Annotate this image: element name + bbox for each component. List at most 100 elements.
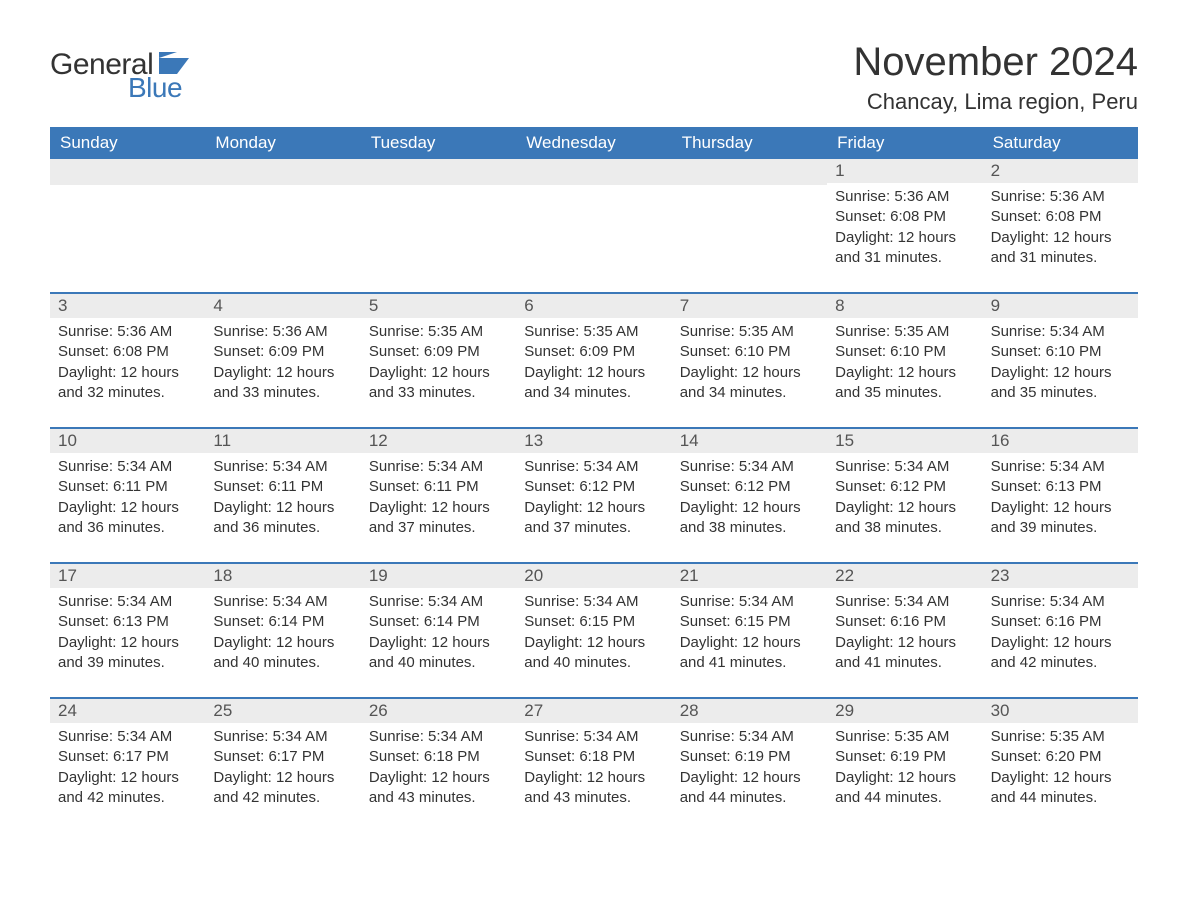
sunrise-line: Sunrise: 5:36 AM xyxy=(991,187,1130,207)
calendar: SundayMondayTuesdayWednesdayThursdayFrid… xyxy=(50,127,1138,814)
sunrise-line: Sunrise: 5:34 AM xyxy=(213,457,352,477)
daylight-line: Daylight: 12 hours and 35 minutes. xyxy=(991,363,1130,404)
sunset-line: Sunset: 6:18 PM xyxy=(524,747,663,767)
day-number: 10 xyxy=(50,429,205,453)
sunrise-line: Sunrise: 5:34 AM xyxy=(680,727,819,747)
week-row: 17Sunrise: 5:34 AMSunset: 6:13 PMDayligh… xyxy=(50,562,1138,679)
day-number: 14 xyxy=(672,429,827,453)
day-cell: 2Sunrise: 5:36 AMSunset: 6:08 PMDaylight… xyxy=(983,159,1138,274)
weekday-sunday: Sunday xyxy=(50,127,205,159)
day-details: Sunrise: 5:36 AMSunset: 6:08 PMDaylight:… xyxy=(50,318,205,409)
day-cell: 25Sunrise: 5:34 AMSunset: 6:17 PMDayligh… xyxy=(205,699,360,814)
sunrise-line: Sunrise: 5:34 AM xyxy=(213,727,352,747)
sunset-line: Sunset: 6:11 PM xyxy=(58,477,197,497)
daylight-line: Daylight: 12 hours and 38 minutes. xyxy=(835,498,974,539)
sunrise-line: Sunrise: 5:34 AM xyxy=(58,727,197,747)
day-cell: 28 Sunrise: 5:34 AMSunset: 6:19 PMDayligh… xyxy=(672,699,827,814)
sunrise-line: Sunrise: 5:34 AM xyxy=(835,457,974,477)
day-cell: 19Sunrise: 5:34 AMSunset: 6:14 PMDayligh… xyxy=(361,564,516,679)
day-number: 20 xyxy=(516,564,671,588)
daylight-line: Daylight: 12 hours and 42 minutes. xyxy=(213,768,352,809)
daylight-line: Daylight: 12 hours and 34 minutes. xyxy=(524,363,663,404)
day-cell: 20Sunrise: 5:34 AMSunset: 6:15 PMDayligh… xyxy=(516,564,671,679)
daylight-line: Daylight: 12 hours and 32 minutes. xyxy=(58,363,197,404)
brand-logo: General Blue xyxy=(50,48,193,104)
day-number: 27 xyxy=(516,699,671,723)
empty-day-number xyxy=(50,159,205,185)
weeks-container: 1Sunrise: 5:36 AMSunset: 6:08 PMDaylight… xyxy=(50,159,1138,814)
sunset-line: Sunset: 6:17 PM xyxy=(58,747,197,767)
day-number: 6 xyxy=(516,294,671,318)
sunset-line: Sunset: 6:09 PM xyxy=(524,342,663,362)
day-details: Sunrise: 5:35 AMSunset: 6:09 PMDaylight:… xyxy=(516,318,671,409)
day-number: 7 xyxy=(672,294,827,318)
daylight-line: Daylight: 12 hours and 31 minutes. xyxy=(835,228,974,269)
day-details: Sunrise: 5:34 AMSunset: 6:15 PMDaylight:… xyxy=(672,588,827,679)
day-cell: 27Sunrise: 5:34 AMSunset: 6:18 PMDayligh… xyxy=(516,699,671,814)
day-details: Sunrise: 5:34 AMSunset: 6:16 PMDaylight:… xyxy=(983,588,1138,679)
empty-cell xyxy=(361,159,516,274)
daylight-line: Daylight: 12 hours and 41 minutes. xyxy=(835,633,974,674)
sunrise-line: Sunrise: 5:34 AM xyxy=(369,592,508,612)
weekday-wednesday: Wednesday xyxy=(516,127,671,159)
day-number: 25 xyxy=(205,699,360,723)
day-number: 5 xyxy=(361,294,516,318)
sunrise-line: Sunrise: 5:36 AM xyxy=(213,322,352,342)
day-details: Sunrise: 5:34 AMSunset: 6:18 PMDaylight:… xyxy=(516,723,671,814)
day-cell: 9Sunrise: 5:34 AMSunset: 6:10 PMDaylight… xyxy=(983,294,1138,409)
sunrise-line: Sunrise: 5:34 AM xyxy=(991,457,1130,477)
sunrise-line: Sunrise: 5:34 AM xyxy=(835,592,974,612)
sunset-line: Sunset: 6:12 PM xyxy=(835,477,974,497)
daylight-line: Daylight: 12 hours and 44 minutes. xyxy=(991,768,1130,809)
day-cell: 14Sunrise: 5:34 AMSunset: 6:12 PMDayligh… xyxy=(672,429,827,544)
weekday-tuesday: Tuesday xyxy=(361,127,516,159)
daylight-line: Daylight: 12 hours and 44 minutes. xyxy=(680,768,819,809)
empty-day-number xyxy=(361,159,516,185)
sunset-line: Sunset: 6:08 PM xyxy=(835,207,974,227)
sunset-line: Sunset: 6:08 PM xyxy=(991,207,1130,227)
day-number: 22 xyxy=(827,564,982,588)
sunset-line: Sunset: 6:20 PM xyxy=(991,747,1130,767)
day-details: Sunrise: 5:34 AMSunset: 6:14 PMDaylight:… xyxy=(361,588,516,679)
sunrise-line: Sunrise: 5:34 AM xyxy=(680,592,819,612)
sunset-line: Sunset: 6:16 PM xyxy=(991,612,1130,632)
sunrise-line: Sunrise: 5:35 AM xyxy=(680,322,819,342)
day-number: 4 xyxy=(205,294,360,318)
day-number: 2 xyxy=(983,159,1138,183)
day-cell: 8Sunrise: 5:35 AMSunset: 6:10 PMDaylight… xyxy=(827,294,982,409)
day-details: Sunrise: 5:34 AMSunset: 6:11 PMDaylight:… xyxy=(205,453,360,544)
sunrise-line: Sunrise: 5:34 AM xyxy=(369,457,508,477)
day-details: Sunrise: 5:34 AMSunset: 6:15 PMDaylight:… xyxy=(516,588,671,679)
empty-day-number xyxy=(516,159,671,185)
sunset-line: Sunset: 6:15 PM xyxy=(680,612,819,632)
sunset-line: Sunset: 6:11 PM xyxy=(213,477,352,497)
sunrise-line: Sunrise: 5:36 AM xyxy=(58,322,197,342)
daylight-line: Daylight: 12 hours and 44 minutes. xyxy=(835,768,974,809)
day-number: 11 xyxy=(205,429,360,453)
day-details: Sunrise: 5:36 AMSunset: 6:08 PMDaylight:… xyxy=(827,183,982,274)
day-details: Sunrise: 5:34 AMSunset: 6:18 PMDaylight:… xyxy=(361,723,516,814)
sunset-line: Sunset: 6:12 PM xyxy=(524,477,663,497)
weekday-header-row: SundayMondayTuesdayWednesdayThursdayFrid… xyxy=(50,127,1138,159)
day-number: 28 xyxy=(672,699,827,723)
day-details: Sunrise: 5:34 AMSunset: 6:11 PMDaylight:… xyxy=(361,453,516,544)
day-cell: 3Sunrise: 5:36 AMSunset: 6:08 PMDaylight… xyxy=(50,294,205,409)
day-details: Sunrise: 5:34 AMSunset: 6:17 PMDaylight:… xyxy=(205,723,360,814)
day-cell: 15Sunrise: 5:34 AMSunset: 6:12 PMDayligh… xyxy=(827,429,982,544)
sunrise-line: Sunrise: 5:35 AM xyxy=(835,727,974,747)
brand-part2: Blue xyxy=(128,72,182,104)
day-details: Sunrise: 5:34 AMSunset: 6:17 PMDaylight:… xyxy=(50,723,205,814)
daylight-line: Daylight: 12 hours and 38 minutes. xyxy=(680,498,819,539)
week-row: 1Sunrise: 5:36 AMSunset: 6:08 PMDaylight… xyxy=(50,159,1138,274)
sunset-line: Sunset: 6:14 PM xyxy=(369,612,508,632)
daylight-line: Daylight: 12 hours and 35 minutes. xyxy=(835,363,974,404)
daylight-line: Daylight: 12 hours and 42 minutes. xyxy=(58,768,197,809)
sunrise-line: Sunrise: 5:34 AM xyxy=(58,457,197,477)
empty-cell xyxy=(672,159,827,274)
day-number: 18 xyxy=(205,564,360,588)
sunrise-line: Sunrise: 5:34 AM xyxy=(369,727,508,747)
week-row: 10Sunrise: 5:34 AMSunset: 6:11 PMDayligh… xyxy=(50,427,1138,544)
sunset-line: Sunset: 6:19 PM xyxy=(680,747,819,767)
day-number: 1 xyxy=(827,159,982,183)
empty-cell xyxy=(50,159,205,274)
